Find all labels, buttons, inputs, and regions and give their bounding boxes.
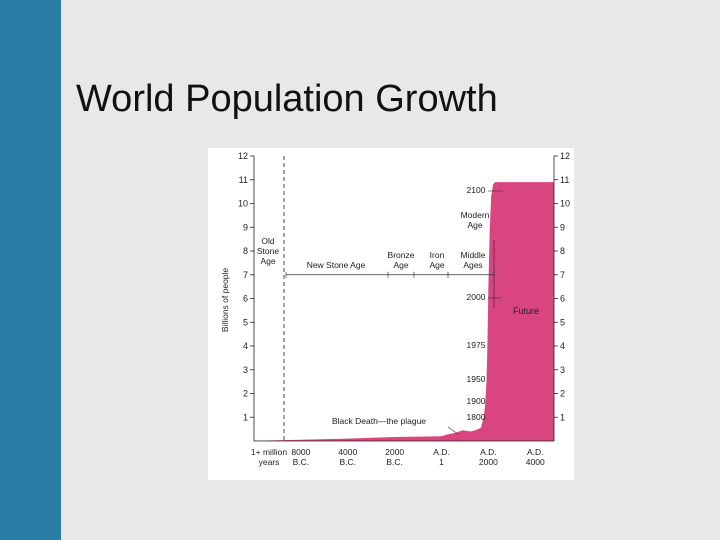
x-tick-label: 2000 B.C. xyxy=(385,447,404,467)
x-tick-label: 8000 B.C. xyxy=(291,447,310,467)
y-tick-label-left: 5 xyxy=(243,317,248,327)
y-axis-label: Billions of people xyxy=(220,268,230,333)
y-tick-label-left: 1 xyxy=(243,412,248,422)
y-tick-label-left: 6 xyxy=(243,294,248,304)
era-label-modern-age: Modern Age xyxy=(461,210,490,230)
x-tick-label: 1+ million years xyxy=(251,447,287,467)
future-label: Future xyxy=(513,306,539,316)
x-tick-label: A.D. 1 xyxy=(433,447,450,467)
y-tick-label-left: 10 xyxy=(238,199,248,209)
y-tick-label-right: 12 xyxy=(560,151,570,161)
era-label-bronze-age: Bronze Age xyxy=(388,250,415,270)
y-tick-label-right: 5 xyxy=(560,317,565,327)
era-label-new-stone-age: New Stone Age xyxy=(307,260,366,270)
y-tick-label-left: 8 xyxy=(243,246,248,256)
year-label-1800: 1800 xyxy=(467,412,486,422)
x-tick-label: A.D. 2000 xyxy=(479,447,498,467)
y-tick-label-left: 2 xyxy=(243,389,248,399)
y-tick-label-right: 3 xyxy=(560,365,565,375)
population-area xyxy=(254,182,554,441)
y-tick-label-left: 7 xyxy=(243,270,248,280)
x-tick-label: 4000 B.C. xyxy=(338,447,357,467)
era-label-iron-age: Iron Age xyxy=(429,250,444,270)
year-label-2000: 2000 xyxy=(467,292,486,302)
population-chart: 1 1 2 2 3 3 4 4 5 5 6 6 7 7 8 8 9 9 10 10 11 11 12 12 Billions o… xyxy=(208,148,574,480)
y-tick-label-left: 12 xyxy=(238,151,248,161)
y-tick-label-left: 11 xyxy=(239,175,248,185)
era-label-middle-ages: Middle Ages xyxy=(460,250,485,270)
y-tick-label-right: 4 xyxy=(560,341,565,351)
year-label-1975: 1975 xyxy=(467,340,486,350)
era-label-old-stone-age: Old Stone Age xyxy=(257,236,279,266)
plague-leader xyxy=(447,426,459,435)
y-tick-label-right: 6 xyxy=(560,294,565,304)
y-tick-label-left: 9 xyxy=(243,222,248,232)
y-tick-label-right: 2 xyxy=(560,389,565,399)
x-tick-label: A.D. 4000 xyxy=(526,447,545,467)
slide-title: World Population Growth xyxy=(76,78,498,120)
y-tick-label-right: 11 xyxy=(560,175,569,185)
year-label-1950: 1950 xyxy=(467,374,486,384)
y-tick-label-right: 8 xyxy=(560,246,565,256)
y-tick-label-right: 10 xyxy=(560,199,570,209)
y-tick-label-left: 3 xyxy=(243,365,248,375)
y-tick-label-right: 9 xyxy=(560,222,565,232)
y-tick-label-left: 4 xyxy=(243,341,248,351)
y-tick-label-right: 1 xyxy=(560,412,565,422)
year-label-2100: 2100 xyxy=(467,185,486,195)
year-label-1900: 1900 xyxy=(467,396,486,406)
y-tick-label-right: 7 xyxy=(560,270,565,280)
plague-label: Black Death—the plague xyxy=(332,416,426,426)
side-accent-bar xyxy=(0,0,61,540)
